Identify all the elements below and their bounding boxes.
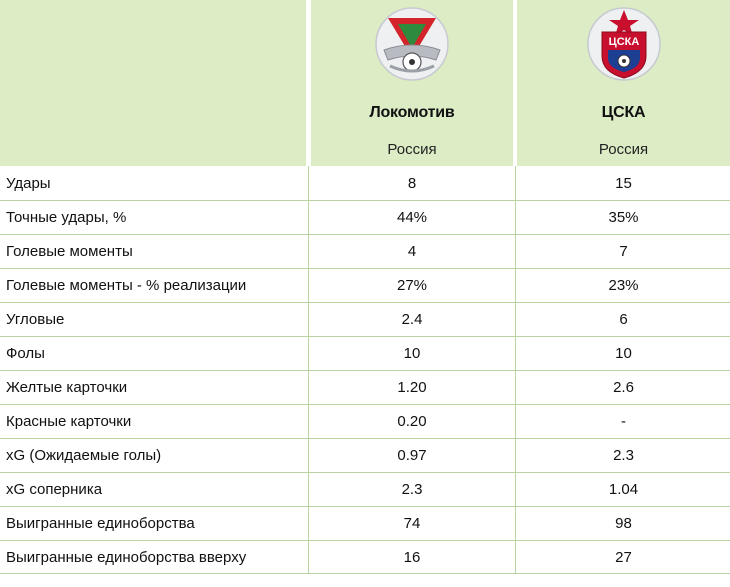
stat-label: Точные удары, % [6,209,127,226]
column-divider [515,507,516,540]
column-divider [308,473,309,506]
column-divider [515,541,516,573]
stat-value-cska: 10 [615,345,632,362]
stat-value-cska: 15 [615,174,632,192]
stat-value-lokomotiv: 0.20 [397,413,427,430]
table-row: Точные удары, % 44% 35% [0,200,730,234]
column-divider [515,337,516,370]
stat-label: Голевые моменты [6,243,133,260]
column-divider [515,371,516,404]
table-row: Голевые моменты 4 7 [0,234,730,268]
cska-crest-icon: ЦСКА [586,7,661,81]
column-divider [515,201,516,234]
column-divider [515,166,516,200]
column-divider [308,405,309,438]
column-divider [308,439,309,472]
stat-label: xG соперника [6,481,103,498]
stat-value-lokomotiv: 16 [403,548,421,566]
column-divider [308,166,309,200]
stat-value-cska: 7 [619,243,628,260]
stat-value-lokomotiv: 27% [396,277,428,294]
column-divider [308,337,309,370]
column-divider [515,303,516,336]
table-row: Угловые 2.4 6 [0,302,730,336]
table-row: Фолы 10 10 [0,336,730,370]
team-header-cska: ЦСКА ЦСКА Россия [517,0,730,166]
table-row: Голевые моменты - % реализации 27% 23% [0,268,730,302]
stat-value-lokomotiv: 1.20 [397,379,427,396]
table-header: Локомотив Россия ЦСКА ЦСКА Россия [0,0,730,166]
stat-label: Голевые моменты - % реализации [6,277,247,294]
cska-crest-text: ЦСКА [608,36,639,48]
column-divider [515,405,516,438]
stat-value-cska: 23% [608,277,639,294]
stat-label: Желтые карточки [6,379,128,396]
column-divider [308,541,309,573]
column-divider [515,473,516,506]
team-country: Россия [387,141,437,158]
stat-value-lokomotiv: 0.97 [397,447,427,464]
stat-value-cska: 6 [619,311,628,328]
stat-label: Угловые [6,311,65,328]
stat-value-lokomotiv: 8 [407,174,417,192]
header-empty-cell [0,0,306,166]
stat-value-cska: 27 [615,548,632,566]
stat-label: xG (Ожидаемые голы) [6,447,162,464]
column-divider [308,371,309,404]
stat-value-lokomotiv: 2.4 [401,311,423,328]
team-name: ЦСКА [601,104,646,121]
stat-value-lokomotiv: 2.3 [401,481,423,498]
stat-value-lokomotiv: 74 [403,515,421,532]
stat-value-cska: 2.3 [613,447,634,464]
stat-value-cska: 98 [615,515,632,532]
column-divider [308,201,309,234]
table-row: xG (Ожидаемые голы) 0.97 2.3 [0,438,730,472]
team-header-lokomotiv: Локомотив Россия [311,0,513,166]
column-divider [515,439,516,472]
table-row: Выигранные единоборства 74 98 [0,506,730,540]
stats-rows: Удары 8 15 Точные удары, % 44% 35% Голевые мом… [0,166,730,574]
stat-label: Красные карточки [6,413,132,430]
stat-value-cska: 35% [608,209,639,226]
stat-label: Фолы [6,345,45,362]
table-row: xG соперника 2.3 1.04 [0,472,730,506]
column-divider [515,235,516,268]
column-divider [308,235,309,268]
stat-value-cska: 2.6 [613,379,634,396]
table-row: Выигранные единоборства вверху 16 27 [0,540,730,574]
table-row: Красные карточки 0.20 - [0,404,730,438]
stat-label: Выигранные единоборства вверху [6,548,247,566]
team-name: Локомотив [369,104,455,121]
stat-value-lokomotiv: 10 [403,345,421,362]
column-divider [515,269,516,302]
column-divider [308,507,309,540]
column-divider [308,269,309,302]
lokomotiv-crest-icon [375,7,449,81]
stat-value-lokomotiv: 44% [396,209,428,226]
column-divider [308,303,309,336]
table-row: Удары 8 15 [0,166,730,200]
stat-label: Удары [6,174,51,192]
table-row: Желтые карточки 1.20 2.6 [0,370,730,404]
stat-value-cska: 1.04 [608,481,639,498]
stat-value-lokomotiv: 4 [407,243,417,260]
stat-label: Выигранные единоборства [6,515,195,532]
stat-value-cska: - [621,413,626,430]
team-country: Россия [598,141,649,158]
